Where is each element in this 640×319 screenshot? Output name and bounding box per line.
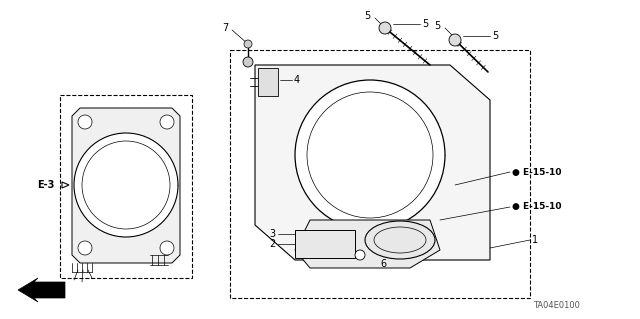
Text: 5: 5 (422, 19, 428, 29)
Circle shape (74, 133, 178, 237)
Polygon shape (62, 182, 69, 188)
Circle shape (295, 80, 445, 230)
Ellipse shape (365, 221, 435, 259)
Text: 3: 3 (269, 229, 275, 239)
Circle shape (160, 115, 174, 129)
Polygon shape (72, 108, 180, 263)
Bar (295, 230, 355, 258)
Circle shape (243, 57, 253, 67)
Circle shape (449, 34, 461, 46)
Text: 6: 6 (380, 259, 386, 269)
Polygon shape (295, 220, 440, 268)
Text: E-3: E-3 (38, 180, 55, 190)
Text: 4: 4 (294, 75, 300, 85)
Text: 1: 1 (532, 235, 538, 245)
Circle shape (160, 241, 174, 255)
Text: 5: 5 (492, 31, 499, 41)
Text: 7: 7 (221, 23, 228, 33)
Circle shape (78, 115, 92, 129)
Circle shape (355, 250, 365, 260)
Text: 5: 5 (434, 21, 440, 31)
Bar (230, 50, 530, 298)
Circle shape (78, 241, 92, 255)
Bar (258, 68, 278, 96)
Polygon shape (255, 65, 490, 260)
Text: 2: 2 (269, 239, 275, 249)
Text: TA04E0100: TA04E0100 (533, 301, 580, 310)
Text: FR.: FR. (47, 285, 65, 295)
Bar (60, 95, 192, 278)
Text: ● E-15-10: ● E-15-10 (512, 167, 561, 176)
Text: ● E-15-10: ● E-15-10 (512, 203, 561, 211)
Circle shape (379, 22, 391, 34)
Text: 5: 5 (364, 11, 370, 21)
Polygon shape (18, 278, 65, 302)
Circle shape (244, 40, 252, 48)
